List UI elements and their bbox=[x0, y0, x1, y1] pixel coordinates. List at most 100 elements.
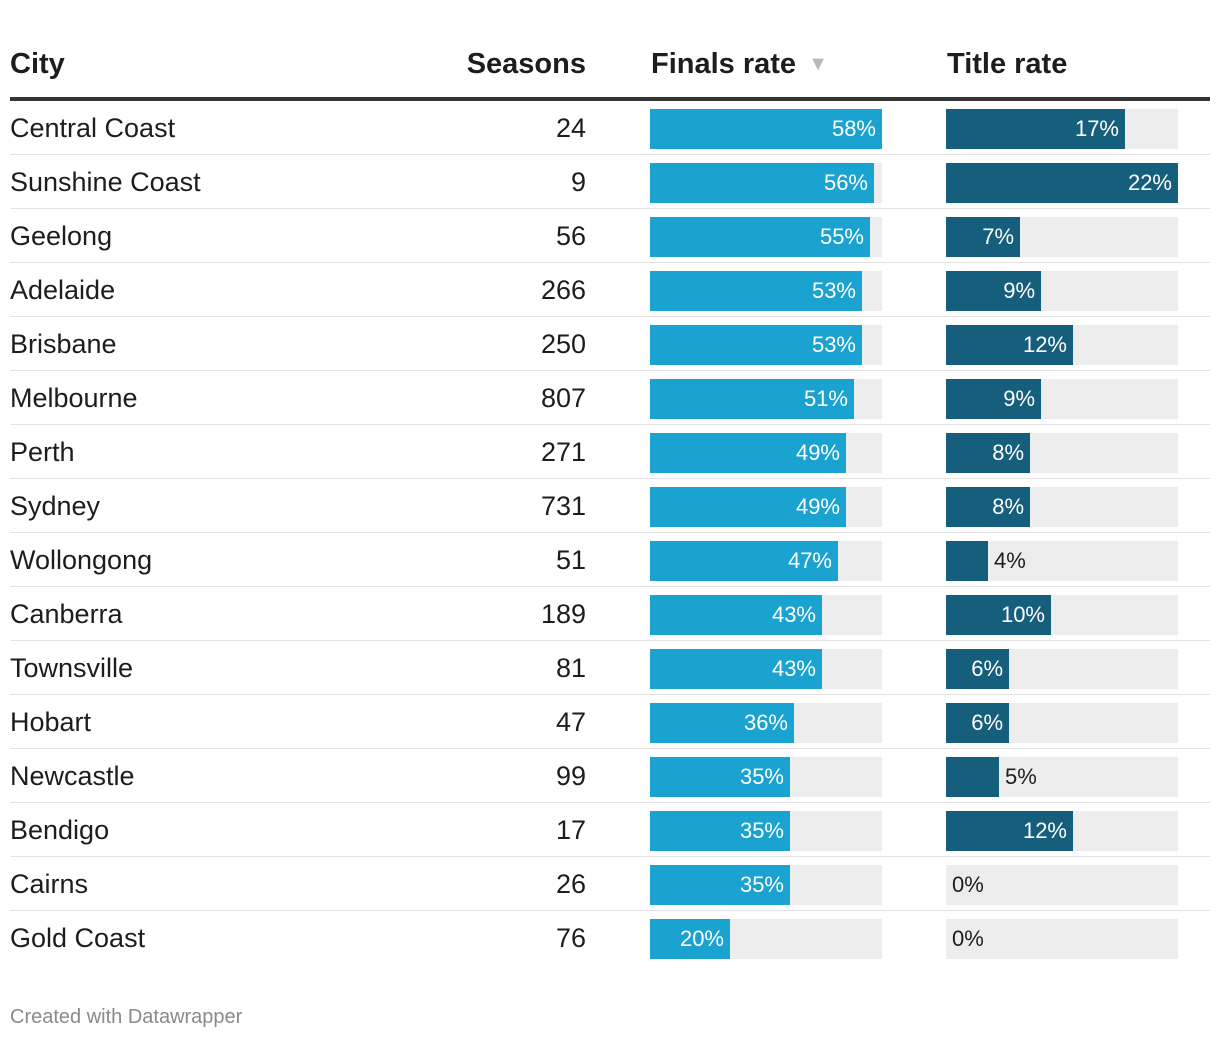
finals-rate-bar-track: 47% bbox=[650, 541, 882, 581]
finals-rate-bar bbox=[650, 109, 882, 149]
title-rate-label: 10% bbox=[1000, 602, 1045, 627]
finals-rate-label: 53% bbox=[811, 278, 856, 303]
title-rate-label: 6% bbox=[971, 710, 1003, 735]
finals-rate-label: 58% bbox=[831, 116, 876, 141]
table-header: City Seasons Finals rate ▼ Title rate bbox=[10, 40, 1210, 101]
title-rate-bar-track: 8% bbox=[946, 487, 1178, 527]
finals-rate-bar bbox=[650, 919, 730, 959]
city-cell: Hobart bbox=[10, 707, 92, 737]
title-rate-bar-track: 6% bbox=[946, 703, 1178, 743]
column-header-title-rate[interactable]: Title rate bbox=[947, 48, 1068, 80]
seasons-cell: 76 bbox=[555, 923, 586, 953]
table-row: Central Coast 24 58% 17% bbox=[10, 101, 1210, 155]
finals-rate-label: 36% bbox=[743, 710, 788, 735]
column-header-city[interactable]: City bbox=[10, 48, 65, 80]
finals-rate-label: 35% bbox=[739, 764, 784, 789]
title-rate-bar bbox=[946, 217, 1020, 257]
title-rate-bar bbox=[946, 811, 1073, 851]
finals-rate-bar bbox=[650, 811, 790, 851]
data-table: City Seasons Finals rate ▼ Title rate Cen… bbox=[10, 40, 1210, 965]
city-cell: Newcastle bbox=[10, 761, 135, 791]
table-row: Geelong 56 55% 7% bbox=[10, 209, 1210, 263]
city-cell: Sunshine Coast bbox=[10, 167, 201, 197]
column-header-finals-rate[interactable]: Finals rate ▼ bbox=[651, 46, 828, 82]
finals-rate-label: 35% bbox=[739, 818, 784, 843]
sort-descending-icon: ▼ bbox=[808, 53, 828, 75]
title-rate-bar bbox=[946, 487, 1030, 527]
title-rate-bar-track: 7% bbox=[946, 217, 1178, 257]
seasons-cell: 9 bbox=[570, 167, 586, 197]
title-rate-label: 12% bbox=[1022, 818, 1067, 843]
city-cell: Adelaide bbox=[10, 275, 116, 305]
finals-rate-bar bbox=[650, 163, 874, 203]
finals-rate-bar bbox=[650, 379, 854, 419]
table-row: Bendigo 17 35% 12% bbox=[10, 803, 1210, 857]
finals-rate-bar bbox=[650, 433, 846, 473]
finals-rate-bar-track: 35% bbox=[650, 865, 882, 905]
title-rate-label: 7% bbox=[982, 224, 1014, 249]
finals-rate-bar-track: 53% bbox=[650, 271, 882, 311]
table-row: Canberra 189 43% 10% bbox=[10, 587, 1210, 641]
title-rate-bar-track: 10% bbox=[946, 595, 1178, 635]
city-cell: Geelong bbox=[10, 221, 113, 251]
finals-rate-bar bbox=[650, 649, 822, 689]
city-cell: Sydney bbox=[10, 491, 101, 521]
seasons-cell: 51 bbox=[555, 545, 586, 575]
city-cell: Townsville bbox=[10, 653, 134, 683]
column-header-finals-rate-label: Finals rate bbox=[651, 48, 797, 80]
seasons-cell: 56 bbox=[555, 221, 586, 251]
finals-rate-label: 35% bbox=[739, 872, 784, 897]
title-rate-label: 4% bbox=[994, 548, 1026, 573]
title-rate-bar-track: 6% bbox=[946, 649, 1178, 689]
city-cell: Brisbane bbox=[10, 329, 117, 359]
title-rate-bar bbox=[946, 595, 1051, 635]
finals-rate-bar-track: 53% bbox=[650, 325, 882, 365]
table-row: Townsville 81 43% 6% bbox=[10, 641, 1210, 695]
title-rate-label: 9% bbox=[1003, 386, 1035, 411]
title-rate-bar bbox=[946, 649, 1009, 689]
finals-rate-bar-track: 20% bbox=[650, 919, 882, 959]
seasons-cell: 17 bbox=[555, 815, 586, 845]
finals-rate-label: 53% bbox=[811, 332, 856, 357]
table-row: Perth 271 49% 8% bbox=[10, 425, 1210, 479]
title-rate-label: 5% bbox=[1005, 764, 1037, 789]
finals-rate-label: 56% bbox=[823, 170, 868, 195]
table-row: Melbourne 807 51% 9% bbox=[10, 371, 1210, 425]
city-cell: Perth bbox=[10, 437, 75, 467]
title-rate-label: 0% bbox=[952, 926, 984, 951]
table-row: Sunshine Coast 9 56% 22% bbox=[10, 155, 1210, 209]
title-rate-label: 9% bbox=[1003, 278, 1035, 303]
title-rate-label: 22% bbox=[1127, 170, 1172, 195]
seasons-cell: 807 bbox=[540, 383, 586, 413]
finals-rate-label: 20% bbox=[679, 926, 724, 951]
title-rate-label: 8% bbox=[992, 494, 1024, 519]
finals-rate-bar bbox=[650, 865, 790, 905]
title-rate-label: 6% bbox=[971, 656, 1003, 681]
table-row: Cairns 26 35% 0% bbox=[10, 857, 1210, 911]
city-cell: Canberra bbox=[10, 599, 123, 629]
finals-rate-bar-track: 58% bbox=[650, 109, 882, 149]
title-rate-bar bbox=[946, 541, 988, 581]
title-rate-bar bbox=[946, 325, 1073, 365]
seasons-cell: 271 bbox=[540, 437, 586, 467]
column-header-seasons[interactable]: Seasons bbox=[466, 48, 586, 80]
finals-rate-bar bbox=[650, 703, 794, 743]
table-row: Sydney 731 49% 8% bbox=[10, 479, 1210, 533]
city-cell: Central Coast bbox=[10, 113, 176, 143]
finals-rate-bar-track: 49% bbox=[650, 433, 882, 473]
table-row: Wollongong 51 47% 4% bbox=[10, 533, 1210, 587]
finals-rate-label: 51% bbox=[803, 386, 848, 411]
finals-rate-bar-track: 43% bbox=[650, 649, 882, 689]
finals-rate-bar-track: 43% bbox=[650, 595, 882, 635]
title-rate-bar-track: 5% bbox=[946, 757, 1178, 797]
finals-rate-label: 43% bbox=[771, 602, 816, 627]
title-rate-bar-track: 0% bbox=[946, 865, 1178, 905]
finals-rate-bar-track: 56% bbox=[650, 163, 882, 203]
finals-rate-bar bbox=[650, 595, 822, 635]
finals-rate-bar bbox=[650, 325, 862, 365]
title-rate-bar bbox=[946, 433, 1030, 473]
city-cell: Wollongong bbox=[10, 545, 153, 575]
title-rate-bar bbox=[946, 163, 1178, 203]
table-row: Gold Coast 76 20% 0% bbox=[10, 911, 1210, 965]
title-rate-bar-track: 8% bbox=[946, 433, 1178, 473]
